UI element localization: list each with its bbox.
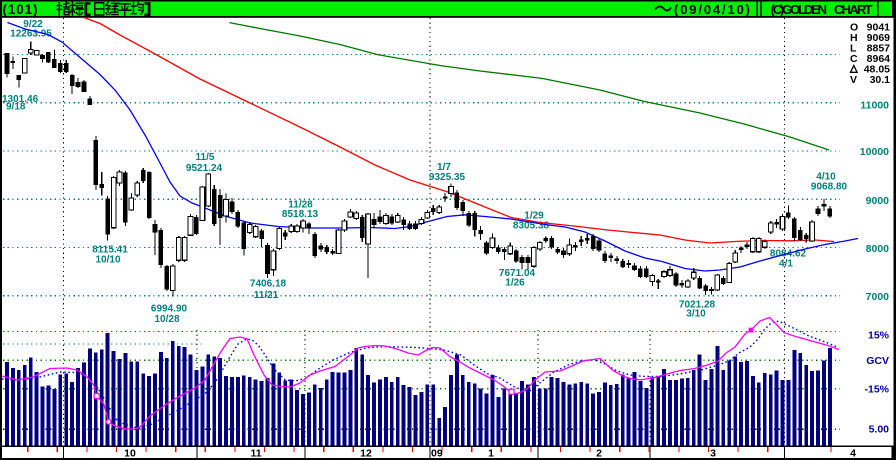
svg-text:9069: 9069 — [867, 32, 891, 44]
svg-text:9/18: 9/18 — [6, 102, 26, 113]
svg-text:9041: 9041 — [867, 21, 891, 33]
svg-text:2: 2 — [596, 448, 602, 460]
svg-text:4/1: 4/1 — [779, 259, 793, 270]
svg-text:15%: 15% — [868, 330, 890, 342]
svg-text:3: 3 — [710, 448, 716, 460]
svg-text:7406.18: 7406.18 — [250, 279, 287, 290]
svg-text:(09/04/10): (09/04/10) — [674, 2, 750, 17]
svg-text:9325.35: 9325.35 — [429, 172, 466, 183]
svg-text:(C)GOLDEN: (C)GOLDEN — [771, 2, 828, 17]
svg-text:11: 11 — [250, 448, 261, 460]
svg-text:11/28: 11/28 — [288, 200, 313, 211]
svg-text:CHART: CHART — [834, 2, 873, 17]
svg-text:7000: 7000 — [866, 291, 890, 303]
svg-text:11/21: 11/21 — [254, 290, 279, 301]
svg-text:11/5: 11/5 — [196, 152, 215, 163]
svg-text:9068.80: 9068.80 — [811, 182, 848, 193]
svg-text:10: 10 — [124, 448, 136, 460]
svg-text:8964: 8964 — [867, 53, 891, 65]
svg-text:7671.04: 7671.04 — [499, 268, 536, 279]
svg-text:1/26: 1/26 — [505, 278, 525, 289]
svg-text:8305.38: 8305.38 — [513, 221, 550, 232]
svg-text:O: O — [850, 21, 858, 33]
svg-text:7021.28: 7021.28 — [679, 300, 716, 311]
svg-text:5.00: 5.00 — [869, 424, 890, 436]
svg-text:30.1: 30.1 — [870, 74, 891, 86]
svg-text:L: L — [850, 42, 857, 54]
svg-text:9000: 9000 — [866, 195, 890, 207]
svg-text:9521.24: 9521.24 — [186, 163, 223, 174]
svg-text:4/10: 4/10 — [816, 172, 836, 183]
svg-text:4: 4 — [850, 448, 856, 460]
svg-text:11000: 11000 — [860, 100, 889, 112]
svg-text:10/28: 10/28 — [154, 314, 179, 325]
svg-text:10000: 10000 — [860, 146, 889, 158]
svg-text:8115.41: 8115.41 — [92, 245, 128, 256]
svg-text:(101): (101) — [3, 2, 38, 17]
svg-text:1301.46: 1301.46 — [2, 94, 39, 105]
svg-text:12263.95: 12263.95 — [10, 29, 52, 40]
svg-text:10/10: 10/10 — [95, 255, 120, 266]
svg-text:09: 09 — [431, 448, 443, 460]
svg-text:9/22: 9/22 — [23, 19, 43, 30]
svg-text:8518.13: 8518.13 — [282, 209, 319, 220]
svg-text:8000: 8000 — [866, 243, 890, 255]
svg-text:GCV: GCV — [866, 355, 889, 367]
svg-text:48.05: 48.05 — [864, 63, 890, 75]
svg-text:12: 12 — [360, 448, 372, 460]
svg-text:1: 1 — [488, 448, 494, 460]
svg-text:1/29: 1/29 — [524, 211, 544, 222]
svg-text:H: H — [850, 32, 858, 44]
svg-text:1/7: 1/7 — [437, 162, 451, 173]
svg-text:6994.90: 6994.90 — [151, 304, 188, 315]
svg-text:C: C — [850, 53, 858, 65]
svg-text:-15%: -15% — [864, 384, 889, 396]
svg-text:3/10: 3/10 — [686, 309, 706, 320]
svg-text:V: V — [850, 74, 857, 86]
svg-text:8857: 8857 — [867, 42, 891, 54]
